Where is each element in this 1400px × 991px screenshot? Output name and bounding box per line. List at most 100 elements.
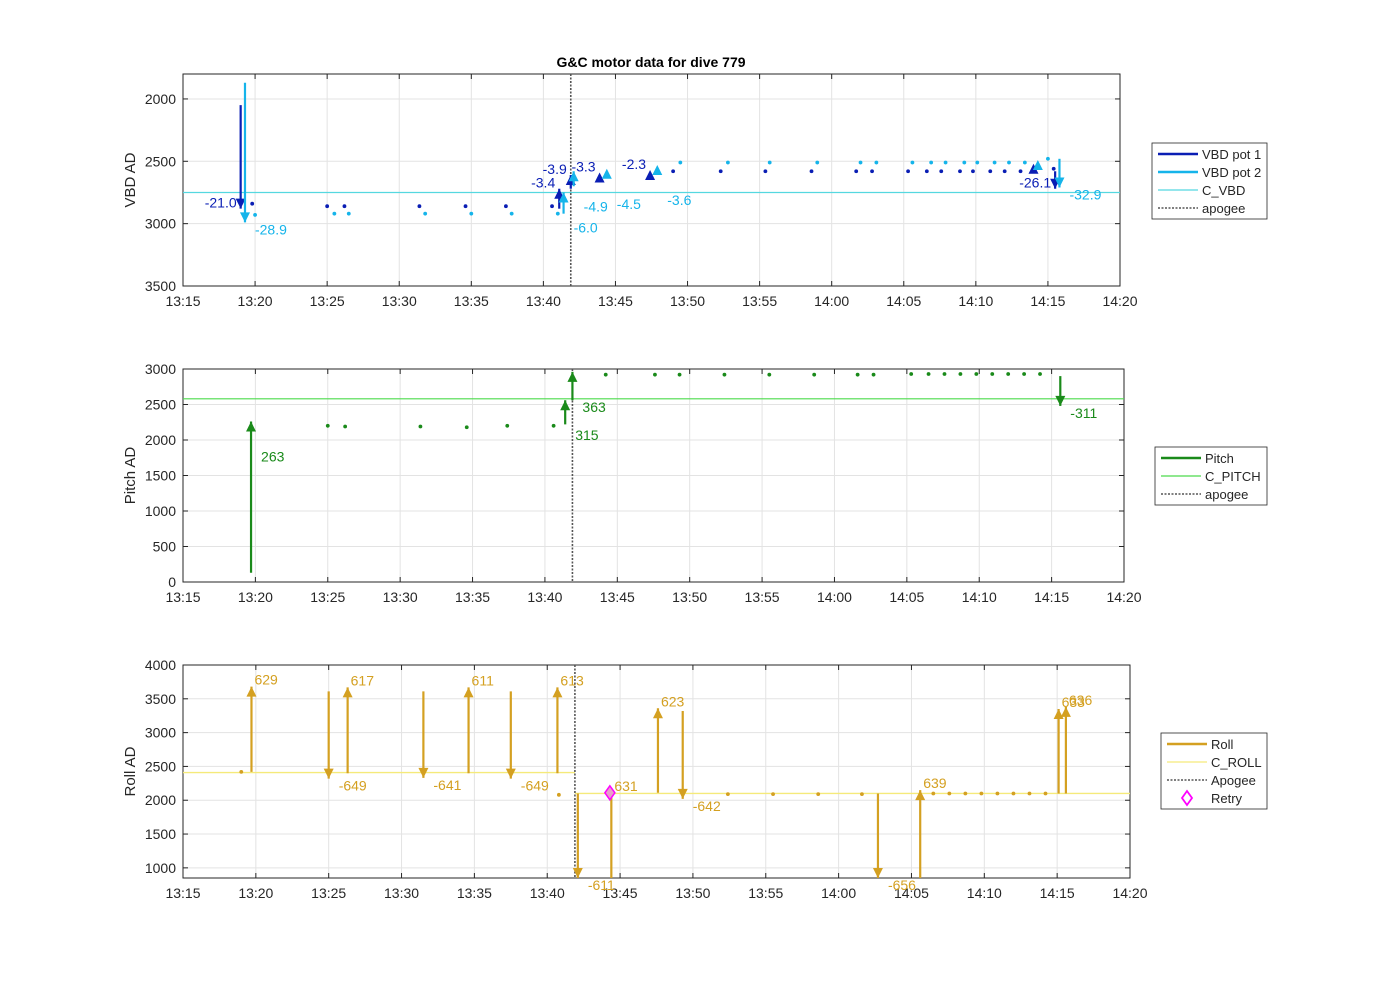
arrow-value-label: -649 [339, 778, 367, 794]
move-arrow-head [558, 192, 569, 203]
move-arrow-head [505, 768, 516, 779]
move-arrow-head [645, 170, 656, 181]
y-tick-label: 2000 [145, 792, 176, 808]
arrow-value-label: 633 [1062, 694, 1086, 710]
legend-label: C_VBD [1202, 183, 1245, 198]
y-axis-label: Pitch AD [122, 447, 139, 505]
data-point [958, 169, 962, 174]
x-tick-label: 13:35 [455, 589, 490, 605]
data-point [418, 424, 423, 429]
legend-label: C_PITCH [1205, 469, 1261, 484]
data-point [962, 160, 967, 165]
legend-label: apogee [1202, 201, 1245, 216]
move-arrow-head [342, 687, 353, 698]
x-tick-label: 13:25 [311, 885, 346, 901]
x-tick-label: 13:40 [530, 885, 565, 901]
data-point [974, 372, 979, 376]
x-tick-label: 14:15 [1040, 885, 1075, 901]
y-tick-label: 0 [168, 574, 176, 590]
move-arrow-head [1055, 395, 1066, 406]
data-point [1022, 372, 1027, 376]
data-point [939, 169, 944, 174]
data-point [958, 372, 963, 376]
data-point [417, 204, 422, 209]
data-point [975, 160, 980, 165]
x-tick-label: 14:15 [1034, 589, 1069, 605]
y-tick-label: 3500 [145, 691, 176, 707]
data-point [995, 791, 1000, 796]
arrow-value-label: -3.4 [531, 175, 555, 191]
arrow-value-label: 613 [560, 672, 584, 688]
data-point [504, 204, 508, 209]
x-tick-label: 13:50 [675, 885, 710, 901]
move-arrow-head [418, 767, 429, 778]
legend-roll: Roll C_ROLL Apogee Retry [1160, 732, 1268, 810]
y-tick-label: 500 [153, 539, 177, 555]
x-tick-label: 14:00 [817, 589, 852, 605]
arrow-value-label: 315 [575, 427, 599, 443]
arrow-value-label: 639 [923, 775, 947, 791]
data-point [509, 211, 514, 216]
arrow-value-label: 617 [351, 672, 375, 688]
data-point [812, 372, 817, 377]
move-arrow-head [246, 686, 257, 697]
move-arrow-head [1032, 160, 1043, 171]
move-arrow-head [1053, 708, 1064, 719]
data-point [250, 201, 255, 206]
data-point [463, 204, 468, 209]
x-tick-label: 13:30 [383, 589, 418, 605]
legend-label: apogee [1205, 487, 1248, 502]
move-arrow-head [872, 868, 883, 878]
legend-label: VBD pot 1 [1202, 147, 1261, 162]
data-point [325, 204, 330, 209]
move-arrow-head [652, 708, 663, 719]
x-tick-label: 14:00 [814, 293, 849, 309]
arrow-value-label: 263 [261, 449, 285, 465]
x-tick-label: 14:20 [1112, 885, 1147, 901]
y-tick-label: 1500 [145, 826, 176, 842]
move-arrow-head [463, 687, 474, 698]
legend-swatch [1180, 789, 1194, 807]
chart-panels: 13:15 13:20 13:25 13:30 13:35 13:40 13:45 13:50… [122, 73, 1268, 901]
x-tick-label: 13:20 [238, 293, 273, 309]
y-axis-label: VBD AD [122, 152, 139, 207]
arrow-value-label: 631 [614, 778, 638, 794]
arrow-value-label: -611 [588, 877, 615, 893]
data-point [1002, 169, 1007, 174]
x-tick-label: 13:15 [165, 293, 200, 309]
y-tick-label: 2000 [145, 432, 176, 448]
move-arrow-head [677, 788, 688, 799]
data-point [947, 791, 952, 796]
figure-title: G&C motor data for dive 779 [556, 54, 745, 70]
x-tick-label: 13:55 [742, 293, 777, 309]
x-tick-label: 14:20 [1102, 293, 1137, 309]
arrow-value-label: -6.0 [574, 219, 598, 235]
data-point [767, 160, 772, 165]
data-point [550, 204, 554, 209]
x-tick-label: 14:05 [889, 589, 924, 605]
data-point [653, 372, 657, 377]
arrow-value-label: 363 [582, 399, 606, 415]
data-point [763, 169, 768, 174]
data-point [505, 423, 510, 428]
x-tick-label: 13:55 [745, 589, 780, 605]
data-point [1027, 791, 1032, 796]
move-arrow-head [552, 687, 563, 698]
data-point [929, 160, 934, 165]
arrow-value-label: -3.3 [571, 159, 595, 175]
data-point [1018, 169, 1023, 174]
arrow-value-label: -26.1 [1019, 175, 1051, 191]
data-point [551, 423, 556, 428]
y-tick-label: 3000 [145, 361, 176, 377]
legend-label: C_ROLL [1211, 755, 1262, 770]
arrow-value-label: -4.5 [617, 196, 641, 212]
data-point [992, 160, 997, 165]
data-point [771, 792, 775, 797]
plot-area [183, 665, 1130, 878]
data-point [809, 169, 814, 174]
data-point [718, 169, 723, 174]
data-point [1051, 166, 1056, 171]
arrow-value-label: -32.9 [1069, 186, 1101, 202]
panel-pitch: 13:15 13:20 13:25 13:30 13:35 13:40 13:45 13:50… [122, 361, 1268, 605]
